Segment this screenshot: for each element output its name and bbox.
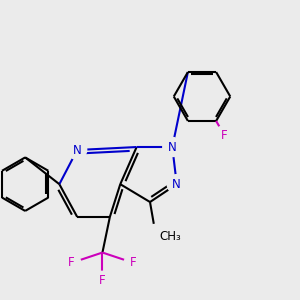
Text: F: F <box>130 256 137 269</box>
Circle shape <box>62 254 81 272</box>
Circle shape <box>144 224 168 248</box>
Text: F: F <box>68 256 74 269</box>
Text: N: N <box>73 143 82 157</box>
Circle shape <box>215 126 234 145</box>
Text: F: F <box>99 274 106 287</box>
Circle shape <box>124 254 143 272</box>
Text: F: F <box>221 129 228 142</box>
Text: CH₃: CH₃ <box>159 230 181 243</box>
Circle shape <box>163 137 182 157</box>
Text: N: N <box>168 140 177 154</box>
Circle shape <box>167 175 186 194</box>
Text: N: N <box>172 178 181 191</box>
Circle shape <box>93 271 112 290</box>
Circle shape <box>68 140 87 160</box>
